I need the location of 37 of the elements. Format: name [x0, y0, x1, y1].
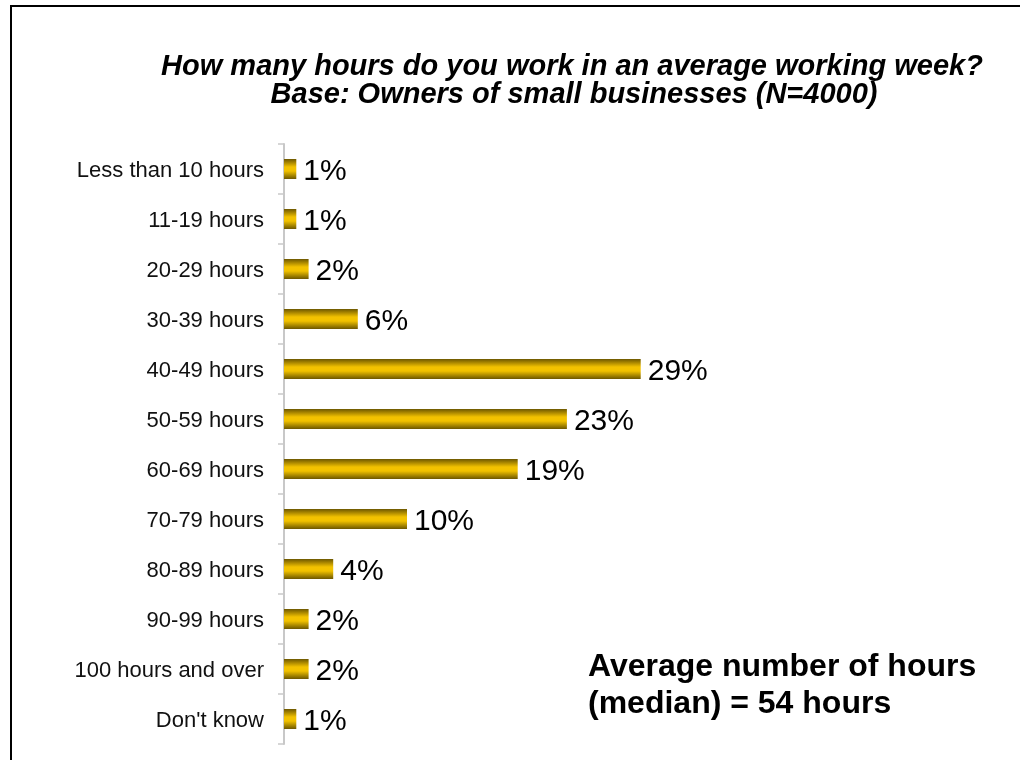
y-tick-label: 60-69 hours: [146, 456, 264, 482]
data-label: 23%: [573, 402, 634, 436]
bar: [284, 259, 309, 279]
data-label: 2%: [315, 252, 359, 286]
annotation: Average number of hours (median) = 54 hours: [588, 646, 986, 720]
y-tick-label: Don't know: [155, 706, 265, 732]
y-tick-label: 11-19 hours: [148, 206, 264, 232]
bar: [284, 559, 334, 579]
y-tick-label: 50-59 hours: [146, 406, 264, 432]
y-tick-label: 70-79 hours: [146, 506, 264, 532]
data-label: 2%: [315, 652, 359, 686]
bar: [284, 159, 297, 179]
y-tick-label: 20-29 hours: [146, 256, 264, 282]
y-tick-label: Less than 10 hours: [76, 156, 264, 182]
bar: [284, 509, 407, 529]
y-tick-label: 80-89 hours: [146, 556, 264, 582]
y-tick-label: 100 hours and over: [74, 656, 264, 682]
y-tick-label: 30-39 hours: [146, 306, 264, 332]
data-label: 10%: [414, 502, 475, 536]
bar: [284, 709, 297, 729]
data-label: 19%: [524, 452, 585, 486]
data-label: 1%: [303, 702, 347, 736]
data-label: 1%: [303, 152, 347, 186]
data-label: 4%: [340, 552, 384, 586]
data-label: 2%: [315, 602, 359, 636]
bar: [284, 359, 641, 379]
bar: [284, 609, 309, 629]
data-label: 29%: [647, 352, 708, 386]
bar: [284, 659, 309, 679]
bar: [284, 209, 297, 229]
data-label: 6%: [364, 302, 409, 336]
y-tick-label: 40-49 hours: [146, 356, 264, 382]
y-tick-label: 90-99 hours: [146, 606, 264, 632]
bar: [284, 459, 518, 479]
bar: [284, 309, 358, 329]
data-label: 1%: [303, 202, 347, 236]
bar: [284, 409, 567, 429]
